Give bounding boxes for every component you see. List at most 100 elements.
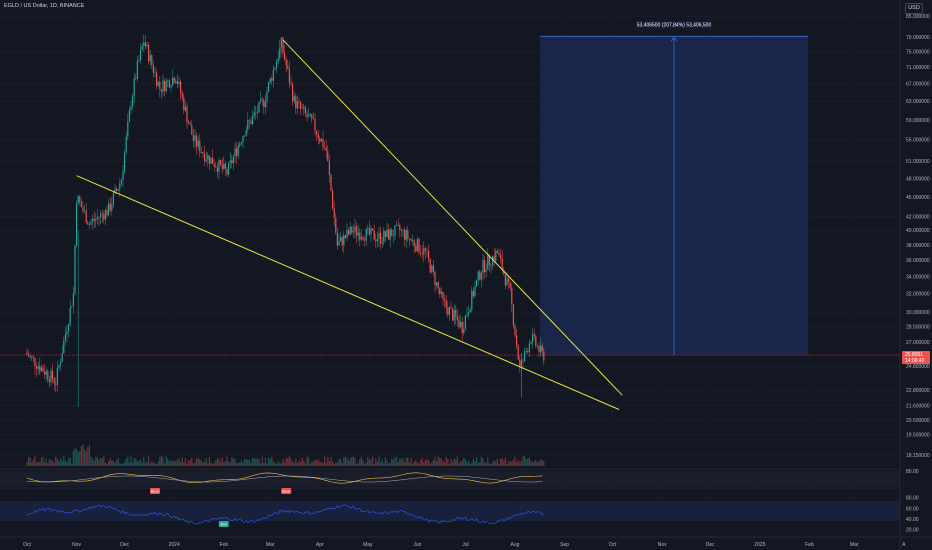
volume-bar xyxy=(215,460,217,466)
volume-bar xyxy=(519,462,521,466)
volume-bar xyxy=(143,456,145,466)
volume-bar xyxy=(36,462,38,466)
oscillator-pane: 80.00 xyxy=(0,468,919,486)
candle-body xyxy=(301,108,303,109)
volume-bar xyxy=(231,457,233,466)
volume-bar xyxy=(503,460,505,466)
candle-body xyxy=(504,274,506,286)
volume-bar xyxy=(199,459,201,466)
candle-body xyxy=(45,371,47,375)
candle-body xyxy=(221,164,223,169)
trendlines[interactable] xyxy=(76,39,623,410)
volume-bar xyxy=(264,457,266,466)
volume-bar xyxy=(380,462,382,466)
volume-bar xyxy=(309,463,311,466)
candle-body xyxy=(213,164,215,167)
candle-body xyxy=(186,106,188,123)
candle-body xyxy=(487,255,489,270)
volume-bar xyxy=(28,456,30,466)
candle-body xyxy=(279,47,281,59)
volume-bar xyxy=(136,461,138,466)
candle-body xyxy=(143,42,145,46)
price-axis[interactable]: 85.000000 79.000000 75.000000 71.000000 67.0… xyxy=(899,0,930,550)
candle-body xyxy=(88,224,90,225)
volume-bar xyxy=(357,463,359,466)
candle-body xyxy=(421,252,423,255)
candle-body xyxy=(452,308,454,321)
candle-body xyxy=(244,135,246,137)
candle-body xyxy=(336,232,338,246)
rsi-signal-label: Bear xyxy=(151,489,160,494)
volume-bar xyxy=(253,458,255,466)
candle-body xyxy=(85,210,87,223)
candle-body xyxy=(282,37,284,53)
volume-bar xyxy=(351,457,353,466)
candle-body xyxy=(292,84,294,102)
volume-bar xyxy=(282,458,284,466)
volume-bar xyxy=(463,457,465,466)
candle-body xyxy=(399,225,401,231)
volume-bar xyxy=(261,456,263,466)
volume-bar xyxy=(234,459,236,466)
candle-body xyxy=(413,240,415,247)
x-tick-label: Nov xyxy=(72,542,81,548)
candle-body xyxy=(464,315,466,329)
rsi-signal-label: Bull xyxy=(220,522,227,527)
volume-bar xyxy=(207,463,209,466)
volume-bar xyxy=(128,462,130,466)
candle-body xyxy=(384,230,386,237)
volume-bar xyxy=(122,463,124,466)
candle-body xyxy=(495,250,497,261)
volume-bar xyxy=(290,457,292,466)
time-axis[interactable]: Oct Nov Dec 2024 Feb Mar Apr May Jun Jul Aug Sep Oct… xyxy=(0,536,932,548)
x-tick-label: Feb xyxy=(219,542,228,548)
volume-bar xyxy=(101,458,103,466)
volume-bar xyxy=(277,460,279,466)
candle-body xyxy=(512,304,514,326)
volume-bar xyxy=(407,457,409,466)
volume-bar xyxy=(197,457,199,466)
volume-bar xyxy=(324,456,326,466)
volume-bar xyxy=(396,457,398,466)
long-target-box[interactable]: 53.406500 (207.84%) 53,406,500 xyxy=(540,20,808,356)
candle-body xyxy=(288,68,290,84)
candle-body xyxy=(271,78,273,81)
volume-bar xyxy=(274,462,276,466)
x-tick-label: Nov xyxy=(658,542,667,548)
volume-bar xyxy=(469,463,471,466)
candle-body xyxy=(92,218,94,222)
volume-bar xyxy=(272,461,274,466)
candle-body xyxy=(42,367,44,372)
candle-body xyxy=(274,68,276,70)
volume-bar xyxy=(45,458,47,466)
candle-body xyxy=(98,217,100,218)
candle-body xyxy=(268,82,270,92)
volume-bar xyxy=(348,460,350,466)
candle-body xyxy=(132,96,134,107)
volume-bar xyxy=(466,461,468,466)
candle-body xyxy=(293,96,295,102)
y-tick-label: 75.000000 xyxy=(906,50,930,56)
candle-body xyxy=(253,112,255,117)
volume-bar xyxy=(532,462,534,466)
candle-body xyxy=(304,107,306,114)
candle-body xyxy=(509,281,511,288)
candle-body xyxy=(50,370,52,383)
candle-body xyxy=(223,163,225,169)
volume-bar xyxy=(327,456,329,466)
candle-body xyxy=(405,230,407,240)
symbol-title[interactable]: EGLD / US Dollar, 1D, BINANCE xyxy=(4,3,85,9)
currency-button[interactable]: USD xyxy=(905,3,923,14)
candle-body xyxy=(130,106,132,110)
y-tick-label: 48.000000 xyxy=(906,176,930,182)
volume-bar xyxy=(452,461,454,466)
volume-bar xyxy=(501,458,503,466)
candle-body xyxy=(300,102,302,109)
volume-bar xyxy=(80,445,82,466)
volume-bar xyxy=(304,462,306,466)
candle-body xyxy=(428,250,430,259)
volume-bar xyxy=(456,456,458,466)
candle-body xyxy=(327,150,329,162)
candle-body xyxy=(412,240,414,241)
